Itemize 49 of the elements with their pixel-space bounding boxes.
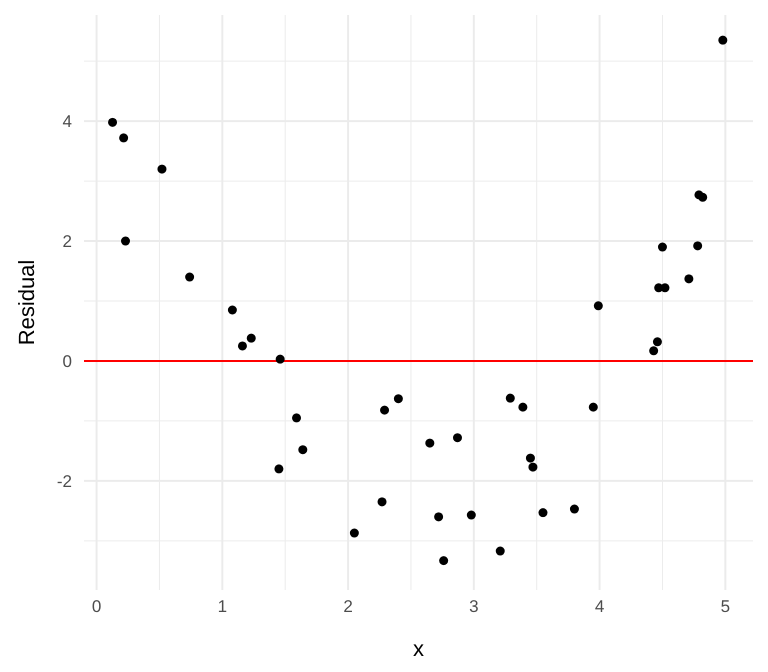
point [228,305,237,314]
y-tick-label: -2 [56,472,72,491]
point [434,512,444,522]
point [594,301,603,310]
x-tick-label: 5 [720,597,730,616]
x-tick-label: 0 [92,597,102,616]
point [652,337,662,346]
x-axis-title: x [413,636,424,661]
point [538,508,548,518]
y-tick-label: 0 [62,352,72,371]
point [588,402,598,412]
point [274,464,284,474]
point [246,334,256,343]
point [185,272,194,282]
point [238,341,247,350]
point [518,402,528,412]
point [506,394,515,403]
point [693,241,702,250]
point [526,454,535,463]
point [157,164,166,174]
point [350,528,359,538]
point [394,394,403,404]
x-tick-label: 2 [343,597,353,616]
y-tick-label: 2 [62,232,72,251]
point [298,445,308,454]
y-tick-label: 4 [62,112,72,132]
point [658,242,667,252]
point [718,36,728,45]
point [698,192,708,202]
point [119,133,128,142]
point [425,438,434,448]
x-tick-label: 1 [218,597,228,616]
point [452,433,462,442]
point [108,118,118,127]
point [496,546,505,556]
point [570,504,579,514]
point [276,354,285,364]
point [684,274,694,284]
point [528,462,538,472]
x-tick-label: 4 [594,597,604,616]
point [378,497,387,506]
point [121,236,130,246]
point [649,346,658,356]
point [292,413,302,422]
y-axis-title: Residual [14,260,39,346]
point [466,510,476,520]
x-tick-label: 3 [469,597,479,616]
point [380,406,390,415]
point [439,556,448,566]
